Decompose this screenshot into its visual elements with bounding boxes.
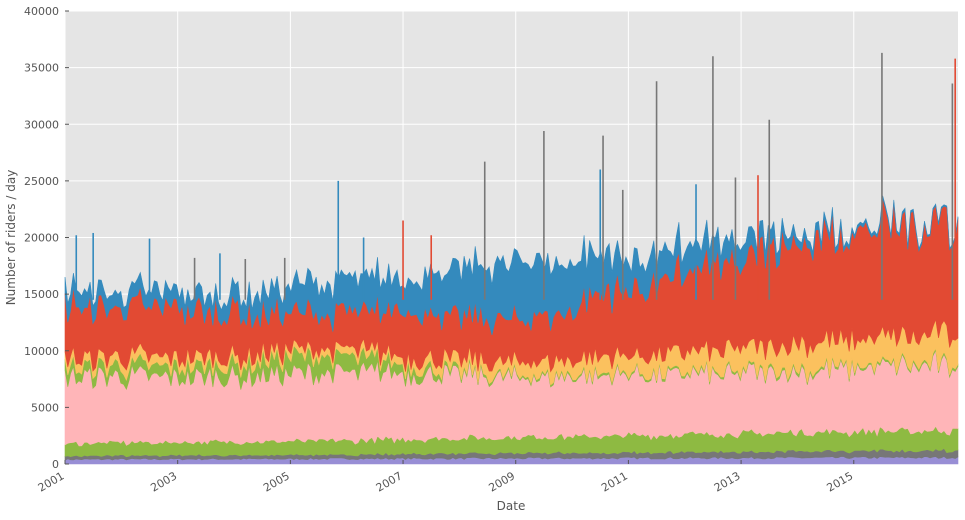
- y-tick-label-8: 40000: [24, 5, 59, 18]
- y-tick-label-5: 25000: [24, 175, 59, 188]
- area-series: [64, 195, 959, 465]
- y-tick-label-0: 0: [52, 458, 59, 471]
- spike-marks: [75, 52, 956, 300]
- y-axis-title: Number of riders / day: [4, 170, 18, 306]
- y-tick-label-6: 30000: [24, 118, 59, 131]
- y-tick-label-2: 10000: [24, 345, 59, 358]
- x-tick-label-0: 2001: [36, 469, 67, 494]
- x-tick-label-1: 2003: [148, 469, 179, 494]
- x-axis-title: Date: [497, 499, 526, 513]
- x-tick-label-7: 2015: [825, 469, 856, 494]
- y-tick-label-4: 20000: [24, 232, 59, 245]
- y-tick-label-3: 15000: [24, 288, 59, 301]
- x-tick-label-3: 2007: [374, 469, 405, 494]
- x-tick-label-6: 2013: [712, 469, 743, 494]
- x-tick-label-4: 2009: [486, 469, 517, 494]
- y-tick-label-1: 5000: [31, 401, 59, 414]
- y-tick-label-7: 35000: [24, 62, 59, 75]
- x-tick-label-2: 2005: [261, 469, 292, 494]
- x-tick-label-5: 2011: [599, 469, 630, 494]
- series-area-7: [64, 195, 959, 335]
